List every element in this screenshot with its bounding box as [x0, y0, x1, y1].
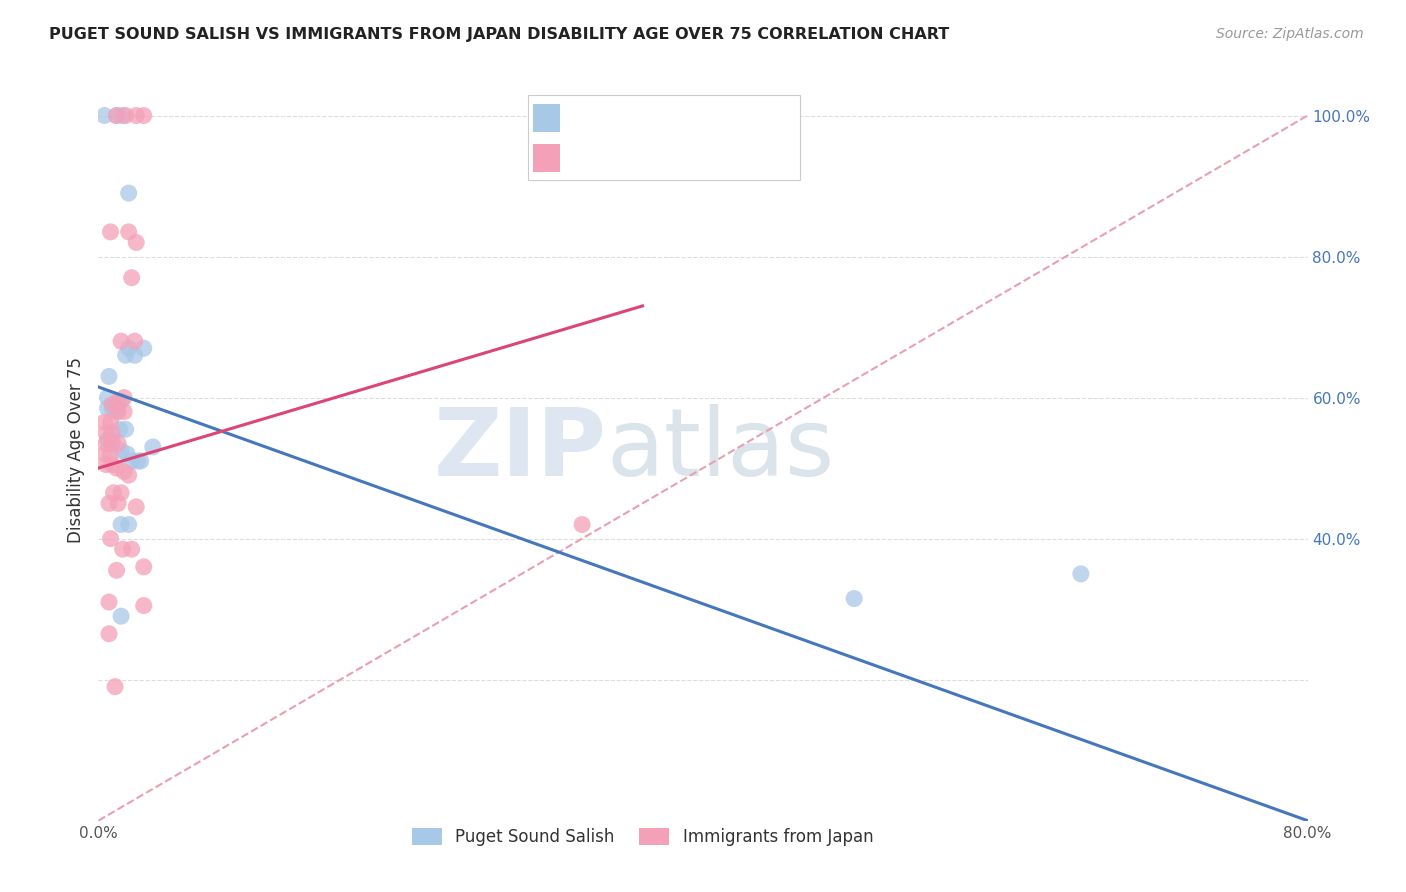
- Point: [93, 109, 115, 123]
- Point: [100, 415, 122, 429]
- Point: [93, 415, 115, 429]
- Point: [105, 405, 128, 419]
- Text: ZIP: ZIP: [433, 404, 606, 497]
- Point: [118, 517, 141, 532]
- Point: [98, 369, 121, 384]
- Point: [124, 348, 146, 362]
- Point: [101, 436, 124, 450]
- Point: [112, 391, 135, 405]
- Point: [110, 517, 132, 532]
- Point: [101, 398, 124, 412]
- Point: [844, 591, 866, 606]
- Point: [111, 109, 134, 123]
- Point: [105, 461, 128, 475]
- Point: [96, 391, 118, 405]
- Point: [107, 405, 129, 419]
- Point: [101, 458, 124, 472]
- Legend: Puget Sound Salish, Immigrants from Japan: Puget Sound Salish, Immigrants from Japa…: [405, 822, 880, 853]
- Point: [107, 394, 129, 409]
- Point: [94, 458, 117, 472]
- Point: [110, 334, 132, 348]
- Point: [132, 559, 155, 574]
- Point: [108, 422, 131, 436]
- Point: [118, 186, 141, 200]
- Point: [100, 225, 122, 239]
- Point: [104, 398, 127, 412]
- Point: [96, 433, 118, 447]
- Point: [98, 496, 121, 510]
- Point: [118, 225, 141, 239]
- Point: [100, 532, 122, 546]
- Point: [112, 465, 135, 479]
- Text: atlas: atlas: [606, 404, 835, 497]
- Point: [98, 595, 121, 609]
- Point: [105, 563, 128, 577]
- Point: [125, 109, 148, 123]
- Text: Source: ZipAtlas.com: Source: ZipAtlas.com: [1216, 27, 1364, 41]
- Point: [94, 425, 117, 440]
- Point: [101, 401, 124, 416]
- Point: [110, 394, 132, 409]
- Point: [100, 447, 122, 461]
- Point: [104, 680, 127, 694]
- Point: [96, 401, 118, 416]
- Point: [110, 443, 132, 458]
- Point: [129, 454, 152, 468]
- Point: [124, 334, 146, 348]
- Point: [94, 436, 117, 450]
- Y-axis label: Disability Age Over 75: Disability Age Over 75: [67, 358, 86, 543]
- Point: [115, 447, 138, 461]
- Point: [114, 109, 136, 123]
- Point: [107, 496, 129, 510]
- Point: [110, 485, 132, 500]
- Point: [132, 599, 155, 613]
- Point: [121, 542, 143, 557]
- Point: [111, 542, 134, 557]
- Point: [125, 235, 148, 250]
- Point: [1070, 566, 1092, 581]
- Point: [121, 454, 143, 468]
- Point: [132, 341, 155, 355]
- Point: [105, 109, 128, 123]
- Text: PUGET SOUND SALISH VS IMMIGRANTS FROM JAPAN DISABILITY AGE OVER 75 CORRELATION C: PUGET SOUND SALISH VS IMMIGRANTS FROM JA…: [49, 27, 949, 42]
- Point: [127, 454, 149, 468]
- Point: [121, 270, 143, 285]
- Point: [114, 348, 136, 362]
- Point: [114, 422, 136, 436]
- Point: [110, 609, 132, 624]
- Point: [132, 109, 155, 123]
- Point: [118, 341, 141, 355]
- Point: [118, 468, 141, 483]
- Point: [98, 627, 121, 641]
- Point: [101, 433, 124, 447]
- Point: [112, 405, 135, 419]
- Point: [93, 447, 115, 461]
- Point: [571, 109, 593, 123]
- Point: [142, 440, 165, 454]
- Point: [571, 517, 593, 532]
- Point: [103, 485, 125, 500]
- Point: [101, 425, 124, 440]
- Point: [105, 109, 128, 123]
- Point: [125, 500, 148, 514]
- Point: [107, 436, 129, 450]
